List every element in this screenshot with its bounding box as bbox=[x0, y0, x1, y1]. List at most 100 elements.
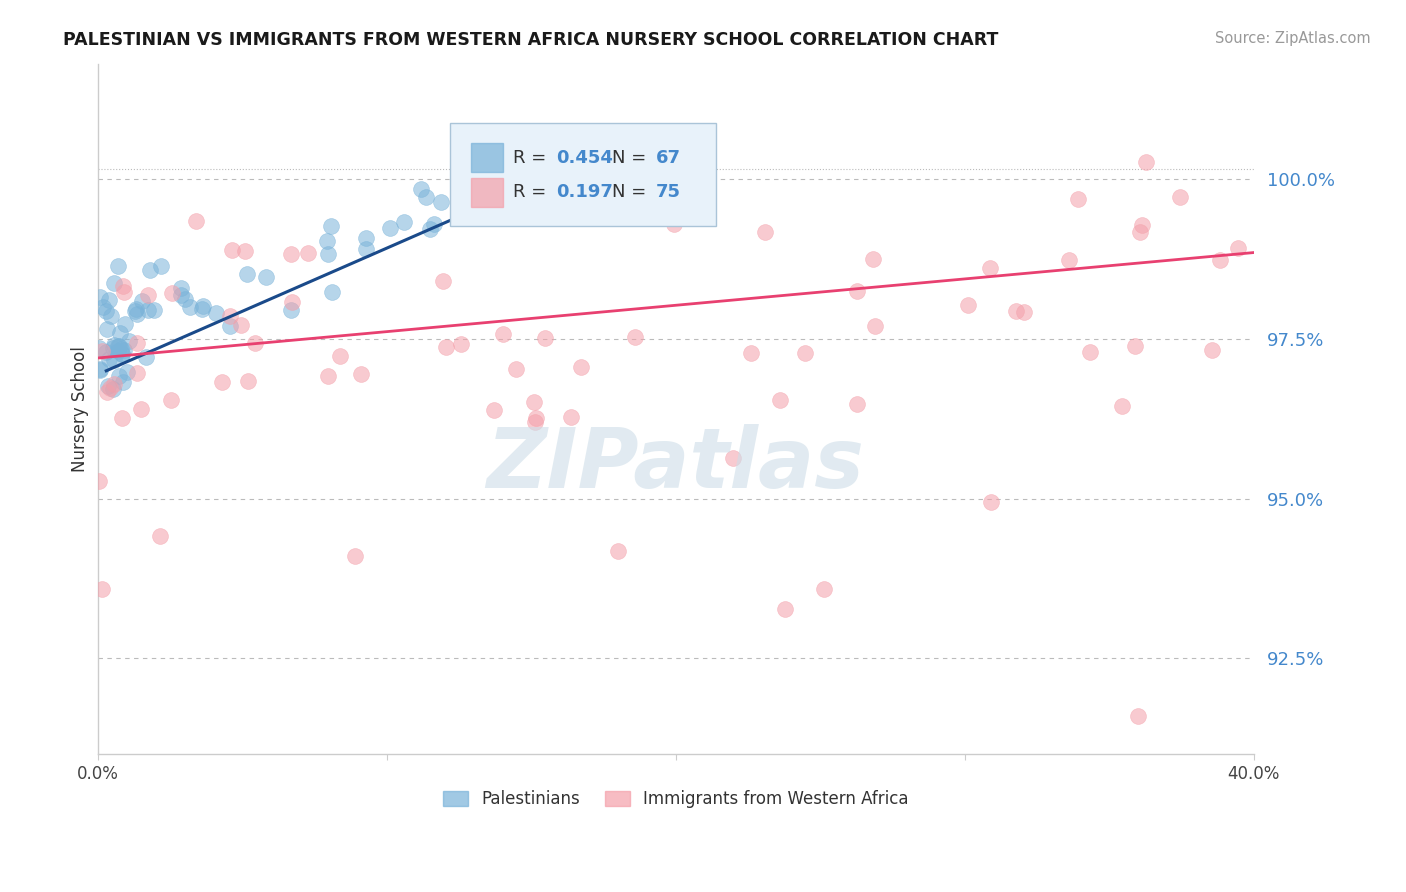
Point bbox=[184, 214, 207, 228]
Point bbox=[229, 318, 252, 333]
Point bbox=[243, 336, 266, 351]
Point bbox=[1168, 189, 1191, 203]
Point bbox=[103, 341, 125, 355]
Point bbox=[254, 269, 277, 284]
Point bbox=[96, 385, 118, 400]
Point bbox=[350, 368, 373, 382]
Point bbox=[505, 190, 527, 204]
Point bbox=[103, 376, 125, 391]
Point bbox=[125, 307, 148, 321]
FancyBboxPatch shape bbox=[471, 144, 503, 172]
Point bbox=[94, 303, 117, 318]
Point bbox=[96, 322, 118, 336]
Point bbox=[1226, 241, 1249, 255]
Point bbox=[97, 379, 120, 393]
FancyBboxPatch shape bbox=[471, 178, 503, 207]
Point bbox=[1005, 304, 1028, 318]
Point bbox=[523, 395, 546, 409]
Point bbox=[125, 367, 148, 381]
Point bbox=[103, 352, 125, 367]
Point bbox=[107, 343, 129, 358]
Point bbox=[422, 218, 444, 232]
Point bbox=[138, 302, 160, 317]
Point bbox=[1012, 304, 1035, 318]
Point bbox=[623, 330, 645, 344]
Point bbox=[606, 543, 628, 558]
Point bbox=[523, 415, 546, 429]
Point bbox=[149, 259, 172, 273]
Point bbox=[118, 334, 141, 348]
Text: 67: 67 bbox=[657, 149, 681, 167]
Point bbox=[432, 274, 454, 288]
Text: 0.454: 0.454 bbox=[557, 149, 613, 167]
Point bbox=[173, 292, 195, 306]
Point bbox=[316, 247, 339, 261]
Point bbox=[236, 374, 259, 388]
Point bbox=[980, 495, 1002, 509]
Text: PALESTINIAN VS IMMIGRANTS FROM WESTERN AFRICA NURSERY SCHOOL CORRELATION CHART: PALESTINIAN VS IMMIGRANTS FROM WESTERN A… bbox=[63, 31, 998, 49]
Point bbox=[318, 369, 340, 384]
Point bbox=[139, 263, 162, 277]
Point bbox=[721, 450, 744, 465]
Legend: Palestinians, Immigrants from Western Africa: Palestinians, Immigrants from Western Af… bbox=[436, 783, 915, 815]
Point bbox=[112, 343, 135, 357]
Point bbox=[101, 383, 124, 397]
Point bbox=[89, 363, 111, 377]
Point bbox=[97, 293, 120, 307]
Point bbox=[112, 375, 135, 389]
Point bbox=[505, 362, 527, 376]
Point bbox=[430, 195, 453, 210]
Point bbox=[411, 182, 433, 196]
Point bbox=[91, 300, 114, 314]
Text: R =: R = bbox=[513, 149, 551, 167]
Point bbox=[813, 582, 835, 596]
Point bbox=[1130, 218, 1153, 232]
Point bbox=[1123, 339, 1146, 353]
Point bbox=[111, 347, 134, 361]
Point bbox=[160, 286, 183, 301]
Text: N =: N = bbox=[612, 184, 652, 202]
Point bbox=[1209, 252, 1232, 267]
Point bbox=[1066, 192, 1088, 206]
Point bbox=[98, 381, 121, 395]
Point bbox=[94, 345, 117, 359]
Point bbox=[179, 300, 201, 314]
Y-axis label: Nursery School: Nursery School bbox=[72, 346, 89, 472]
Point bbox=[1057, 253, 1080, 268]
Point bbox=[354, 231, 377, 245]
Point bbox=[280, 247, 302, 261]
Point bbox=[87, 341, 110, 355]
Point bbox=[131, 293, 153, 308]
Point bbox=[114, 285, 136, 299]
Point bbox=[211, 376, 233, 390]
Point bbox=[524, 411, 547, 425]
Point bbox=[1135, 154, 1157, 169]
Point bbox=[114, 318, 136, 332]
Point bbox=[90, 582, 112, 597]
Text: 0.197: 0.197 bbox=[557, 184, 613, 202]
Point bbox=[316, 234, 339, 248]
Point bbox=[1111, 399, 1133, 413]
Point bbox=[108, 339, 131, 353]
Text: ZIPatlas: ZIPatlas bbox=[486, 424, 865, 505]
Point bbox=[125, 336, 148, 351]
Point bbox=[1129, 225, 1152, 239]
Point bbox=[125, 301, 148, 316]
Point bbox=[103, 338, 125, 352]
Point bbox=[190, 301, 212, 316]
Point bbox=[450, 336, 472, 351]
Point bbox=[89, 474, 111, 488]
Text: 75: 75 bbox=[657, 184, 681, 202]
Point bbox=[110, 342, 132, 356]
Point bbox=[492, 326, 515, 341]
Point bbox=[862, 252, 884, 267]
Point bbox=[89, 361, 111, 376]
Point bbox=[103, 277, 125, 291]
Point bbox=[100, 309, 122, 323]
Point bbox=[769, 393, 792, 408]
Point bbox=[415, 189, 437, 203]
Point bbox=[979, 260, 1001, 275]
Point bbox=[107, 259, 129, 273]
Point bbox=[89, 290, 111, 304]
Point bbox=[112, 278, 135, 293]
